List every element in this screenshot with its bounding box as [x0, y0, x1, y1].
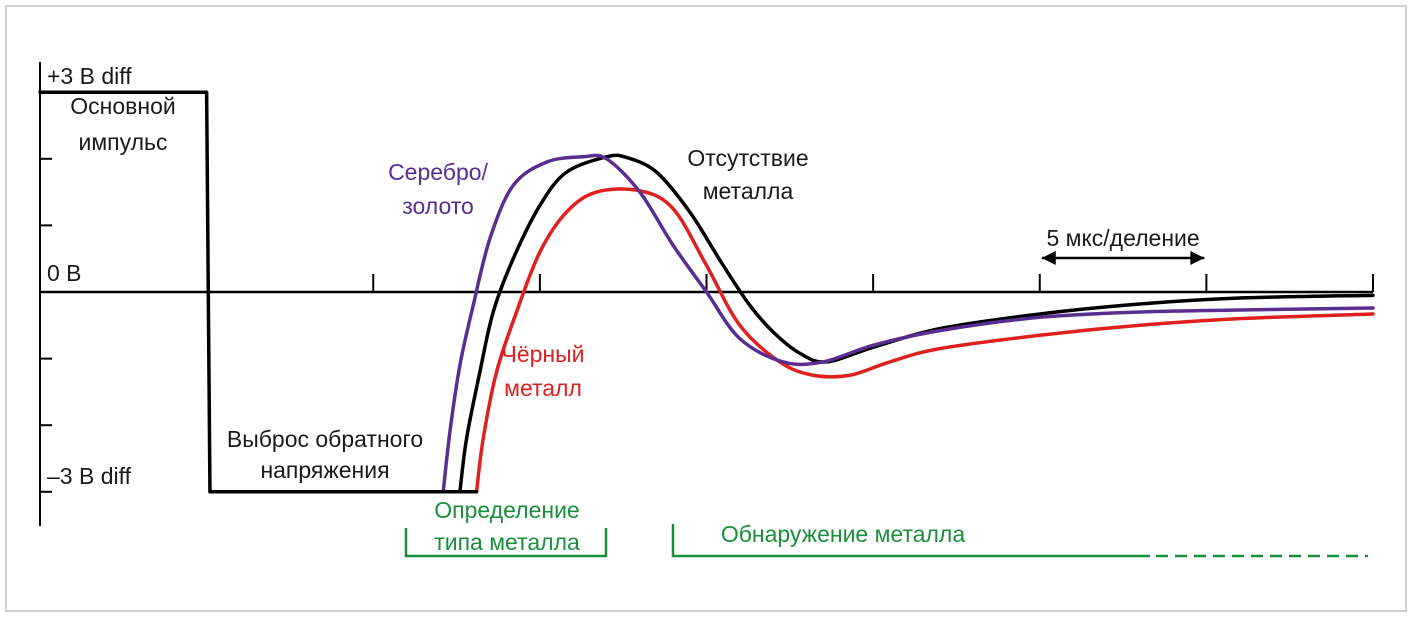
phase-bracket-metaldet [671, 524, 1150, 558]
annotation-silver-line1: Серебро/ [388, 159, 488, 185]
y-tick-label-top: +3 В diff [47, 63, 132, 89]
annotation-main-line1: Основной [70, 93, 175, 119]
annotation-main-line2: импульс [78, 129, 167, 155]
y-tick-label-zero: 0 В [47, 260, 82, 286]
series-line-ferrous [474, 187, 1375, 494]
series-line-silver [441, 153, 1375, 494]
phase-bracket-typedet [404, 528, 608, 558]
scale-marker-arrow-right [1190, 251, 1205, 265]
annotation-silver-line2: золото [402, 193, 474, 219]
annotation-ferrous-line1: Чёрный [502, 341, 585, 367]
scale-marker-arrow-left [1041, 251, 1056, 265]
annotation-typedet-line2: типа металла [434, 529, 580, 555]
annotation-flyback-line1: Выброс обратного [227, 426, 423, 452]
chart-frame [5, 5, 1407, 612]
annotation-metaldet-line1: Обнаружение металла [721, 521, 966, 547]
series-line-none [458, 153, 1375, 494]
annotation-flyback-line2: напряжения [260, 457, 389, 483]
annotation-none-line1: Отсутствие [687, 145, 808, 171]
scale-marker-label: 5 мкс/деление [1046, 225, 1199, 251]
annotation-none-line2: металла [703, 178, 794, 204]
y-tick-label-bottom: –3 В diff [47, 463, 132, 489]
annotation-typedet-line1: Определение [434, 497, 579, 523]
series-line-pulse [38, 90, 479, 494]
annotation-ferrous-line2: металл [504, 375, 582, 401]
